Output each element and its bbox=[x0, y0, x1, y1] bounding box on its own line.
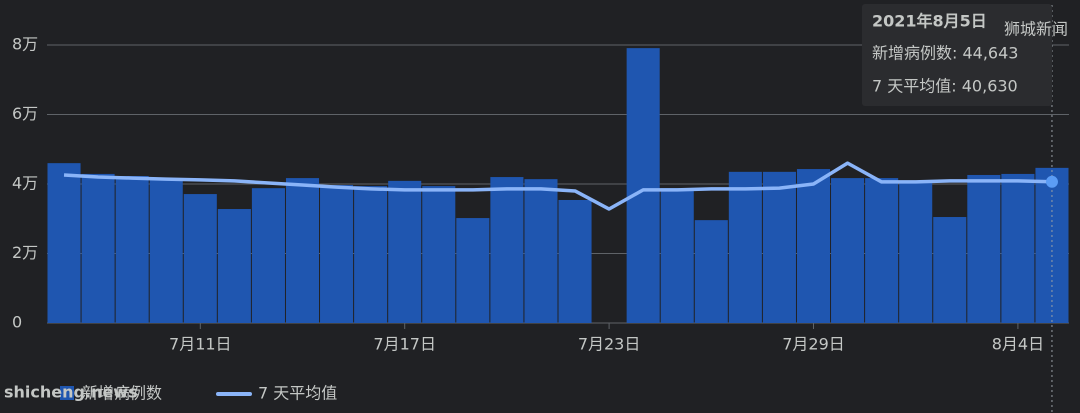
bar bbox=[796, 169, 831, 323]
x-tick-label: 7月17日 bbox=[373, 335, 436, 354]
bar bbox=[524, 179, 558, 323]
bar bbox=[422, 186, 456, 323]
bar bbox=[831, 178, 865, 323]
tooltip-box bbox=[862, 4, 1052, 106]
x-tick-label: 7月11日 bbox=[169, 335, 232, 354]
bar bbox=[456, 218, 490, 323]
x-tick-label: 7月29日 bbox=[782, 335, 845, 354]
tooltip-line: 新增病例数: 44,643 bbox=[872, 44, 1018, 63]
tooltip-title: 2021年8月5日 bbox=[872, 12, 987, 31]
y-tick-label: 4万 bbox=[12, 174, 38, 193]
bar bbox=[490, 177, 524, 323]
bar bbox=[47, 163, 81, 323]
bar bbox=[558, 199, 592, 323]
watermark: 狮城新闻 bbox=[1004, 20, 1068, 39]
bar bbox=[81, 173, 115, 323]
bar bbox=[217, 209, 251, 323]
x-tick-label: 8月4日 bbox=[992, 335, 1044, 354]
bar bbox=[899, 182, 933, 323]
tooltip-line: 7 天平均值: 40,630 bbox=[872, 77, 1018, 96]
bar bbox=[626, 48, 660, 323]
hover-point bbox=[1045, 175, 1058, 188]
bar bbox=[694, 220, 728, 323]
bar bbox=[320, 185, 354, 323]
bar bbox=[354, 186, 388, 323]
legend-label: 新增病例数 bbox=[82, 384, 162, 403]
bar bbox=[762, 171, 796, 323]
bar bbox=[149, 179, 183, 323]
bar bbox=[285, 178, 320, 323]
legend-label: 7 天平均值 bbox=[258, 384, 337, 403]
y-tick-label: 2万 bbox=[12, 243, 38, 262]
bar bbox=[183, 194, 217, 323]
bar bbox=[660, 188, 694, 323]
bar bbox=[865, 178, 899, 323]
average-line bbox=[63, 161, 1053, 211]
watermark: shicheng.news bbox=[4, 383, 138, 402]
bar bbox=[728, 171, 762, 323]
x-tick-label: 7月23日 bbox=[578, 335, 641, 354]
y-tick-label: 0 bbox=[12, 313, 22, 332]
bar bbox=[1001, 173, 1035, 323]
y-tick-label: 8万 bbox=[12, 35, 38, 54]
bar bbox=[251, 188, 285, 323]
legend-swatch bbox=[60, 386, 74, 400]
bar bbox=[933, 217, 967, 323]
bar bbox=[967, 174, 1001, 323]
bar bbox=[115, 176, 149, 323]
bar bbox=[388, 180, 422, 323]
y-tick-label: 6万 bbox=[12, 104, 38, 123]
